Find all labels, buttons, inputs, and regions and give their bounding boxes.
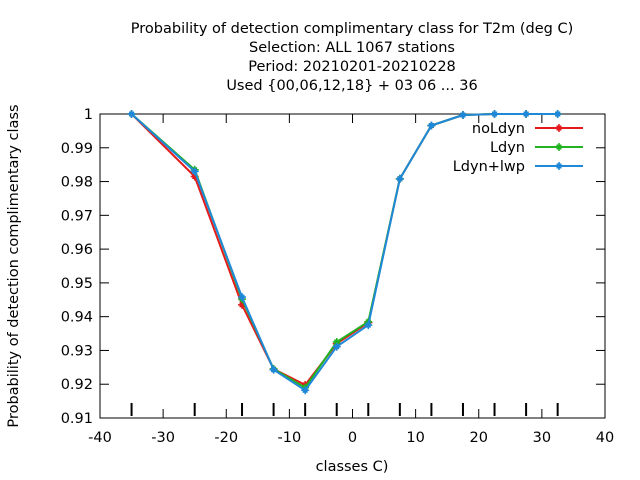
axis-ticks xyxy=(99,113,606,419)
series-lines xyxy=(127,110,562,395)
y-tick-label: 0.97 xyxy=(61,208,93,224)
x-axis-label: classes C) xyxy=(316,459,389,475)
title-line-3: Period: 20210201-20210228 xyxy=(248,59,456,75)
x-tick-label: 20 xyxy=(470,430,488,446)
series-3 xyxy=(127,110,562,395)
y-axis-label: Probability of detection complimentary c… xyxy=(6,104,22,427)
legend-label: Ldyn xyxy=(490,140,525,156)
x-tick-label: 10 xyxy=(406,430,424,446)
x-tick-label: 30 xyxy=(533,430,551,446)
legend-label: noLdyn xyxy=(472,121,525,137)
y-tick-label: 0.96 xyxy=(61,242,93,258)
y-tick-label: 0.94 xyxy=(61,310,93,326)
y-tick-label: 0.91 xyxy=(61,411,93,427)
x-tick-label: -30 xyxy=(151,430,175,446)
x-tick-label: 0 xyxy=(348,430,357,446)
title-line-2: Selection: ALL 1067 stations xyxy=(249,40,455,56)
y-tick-label: 0.92 xyxy=(61,377,93,393)
legend-label: Ldyn+lwp xyxy=(453,159,525,175)
x-tick-label: 40 xyxy=(596,430,614,446)
x-tick-label: -40 xyxy=(88,430,112,446)
y-tick-label: 1 xyxy=(84,107,93,123)
legend: noLdyn Ldyn Ldyn+lwp xyxy=(453,121,583,175)
y-tick-label: 0.93 xyxy=(61,343,93,359)
chart-title: Probability of detection complimentary c… xyxy=(131,21,573,94)
title-line-4: Used {00,06,12,18} + 03 06 ... 36 xyxy=(226,78,477,94)
y-tick-label: 0.99 xyxy=(61,141,93,157)
axis-tick-labels: 0.91 0.92 0.93 0.94 0.95 0.96 0.97 0.98 0.99 1 -40… xyxy=(61,107,615,446)
x-tick-label: -10 xyxy=(278,430,302,446)
title-line-1: Probability of detection complimentary c… xyxy=(131,21,573,37)
y-tick-label: 0.98 xyxy=(61,175,93,191)
plot-frame xyxy=(99,113,606,419)
x-tick-label: -20 xyxy=(214,430,238,446)
y-tick-label: 0.95 xyxy=(61,276,93,292)
